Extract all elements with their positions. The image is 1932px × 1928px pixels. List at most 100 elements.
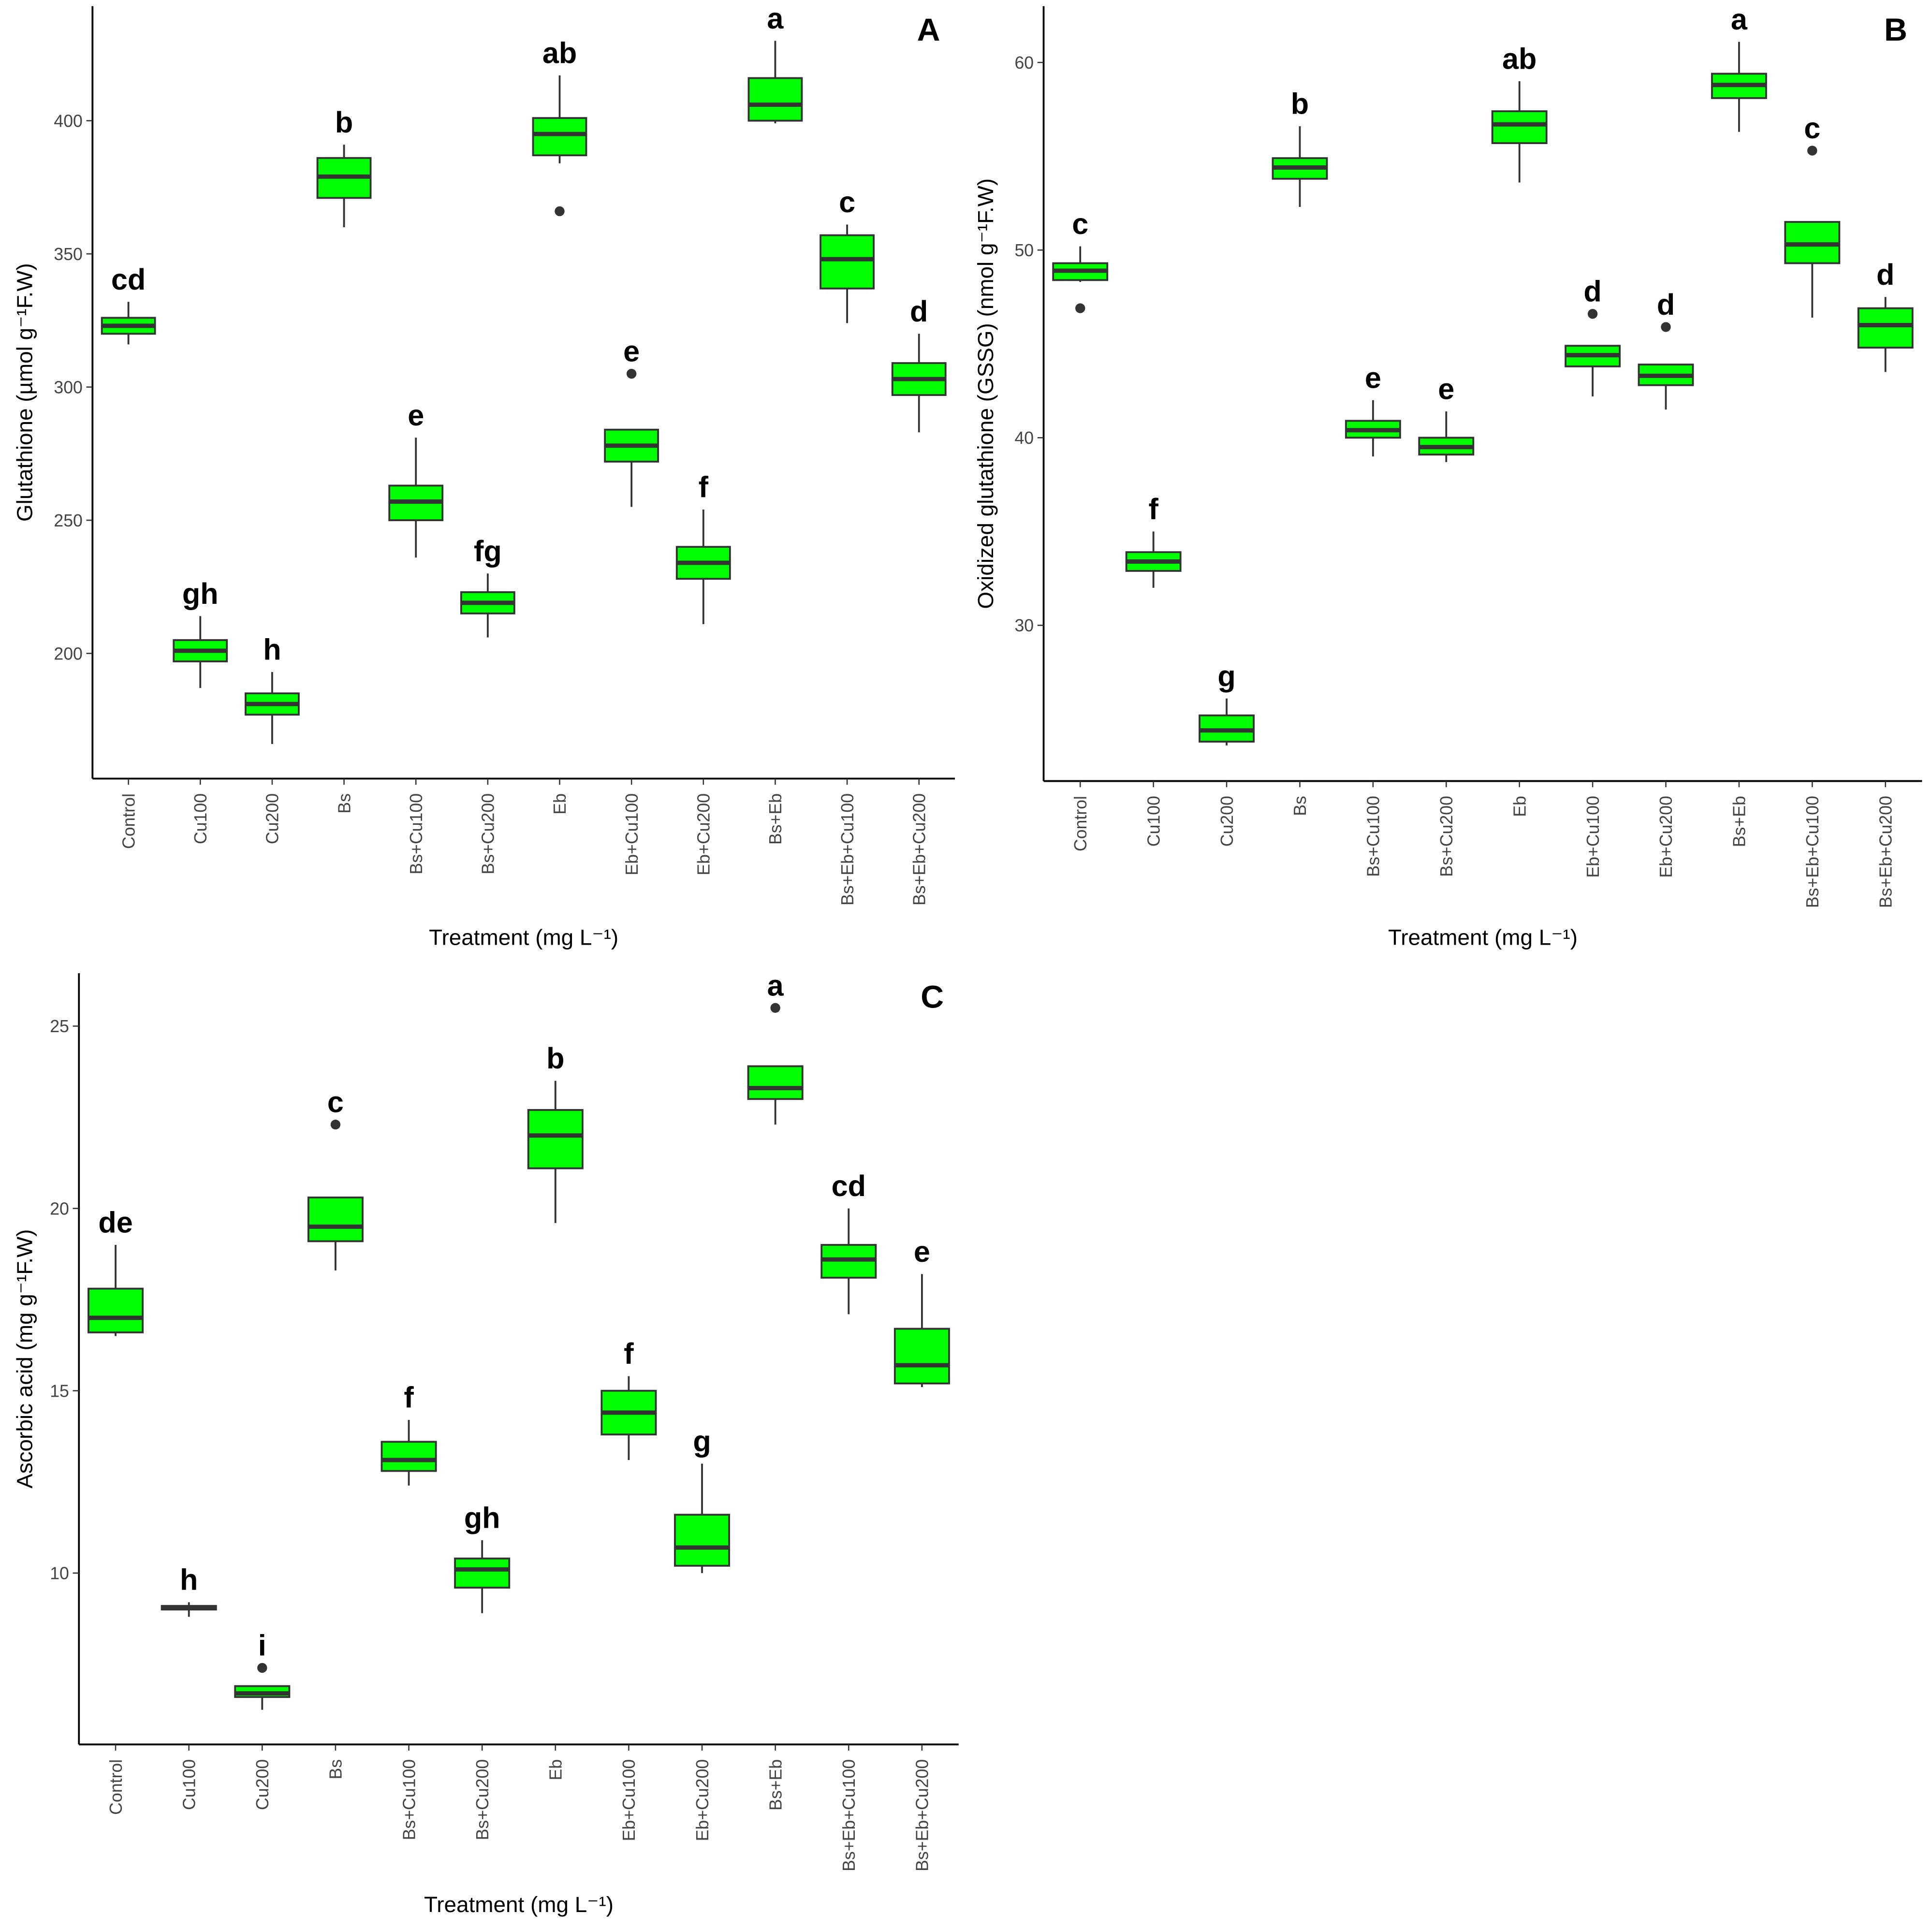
x-tick-label: Bs+Cu100 [407, 793, 426, 875]
x-tick-label: Eb+Cu100 [622, 793, 642, 876]
x-tick-label: Bs+Cu200 [1437, 796, 1456, 877]
x-tick-label: Eb+Cu200 [694, 793, 714, 876]
box [747, 77, 803, 122]
significance-letter: a [767, 2, 784, 35]
x-tick-label: Eb [546, 1759, 566, 1781]
significance-letter: d [1583, 275, 1601, 308]
y-tick-label: 400 [54, 111, 82, 131]
significance-letter: cd [111, 263, 146, 296]
significance-letter: ab [542, 37, 577, 70]
panel-label: A [917, 12, 940, 48]
significance-letter: f [699, 471, 709, 504]
significance-letter: cd [832, 1169, 866, 1202]
significance-letter: d [1657, 288, 1675, 321]
significance-letter: i [258, 1629, 266, 1662]
box [893, 1328, 950, 1385]
x-tick-label: Bs+Eb+Cu100 [838, 793, 857, 906]
box [527, 1109, 584, 1169]
box [307, 1197, 364, 1242]
x-tick-label: Bs+Cu100 [1364, 796, 1383, 877]
significance-letter: c [1072, 207, 1088, 240]
x-tick-label: Cu100 [191, 793, 210, 844]
x-tick-label: Bs [326, 1759, 346, 1780]
x-tick-label: Bs+Eb [766, 793, 785, 845]
x-tick-label: Eb+Cu100 [619, 1759, 639, 1841]
significance-letter: c [327, 1086, 344, 1119]
x-tick-label: Bs+Eb+Cu100 [1803, 796, 1822, 908]
y-tick-label: 40 [1014, 428, 1034, 448]
y-tick-label: 300 [54, 378, 82, 397]
y-tick-label: 10 [50, 1564, 69, 1583]
outlier [1587, 309, 1598, 319]
significance-letter: e [914, 1235, 930, 1268]
x-tick-label: Bs+Eb+Cu200 [913, 1759, 932, 1871]
y-tick-label: 20 [50, 1199, 69, 1218]
significance-letter: gh [182, 577, 219, 610]
x-tick-label: Cu100 [1144, 796, 1163, 847]
x-tick-label: Bs [1290, 796, 1310, 816]
significance-letter: e [623, 335, 640, 368]
y-tick-label: 30 [1014, 616, 1034, 635]
y-axis-title: Ascorbic acid (mg g⁻¹F.W) [12, 1229, 37, 1489]
y-tick-label: 50 [1014, 241, 1034, 260]
box [747, 1065, 804, 1100]
x-tick-label: Bs+Eb [766, 1759, 785, 1811]
x-tick-label: Eb+Cu200 [1656, 796, 1676, 878]
y-tick-label: 60 [1014, 53, 1034, 73]
x-tick-label: Eb [550, 793, 570, 815]
x-tick-label: Control [106, 1759, 126, 1815]
significance-letter: f [1148, 493, 1158, 526]
outlier [1661, 322, 1671, 332]
box [1857, 307, 1914, 349]
x-tick-label: Eb+Cu100 [1583, 796, 1603, 878]
significance-letter: ab [1502, 42, 1537, 75]
y-tick-label: 200 [54, 644, 82, 663]
significance-letter: g [693, 1425, 711, 1458]
significance-letter: b [546, 1042, 564, 1075]
significance-letter: de [98, 1206, 132, 1239]
significance-letter: h [263, 633, 281, 666]
y-tick-label: 25 [50, 1017, 69, 1036]
x-tick-label: Bs+Cu100 [399, 1759, 419, 1840]
y-tick-label: 15 [50, 1381, 69, 1401]
x-axis-title: Treatment (mg L⁻¹) [1388, 925, 1578, 950]
significance-letter: e [1365, 361, 1381, 394]
x-tick-label: Bs+Cu200 [473, 1759, 492, 1840]
x-tick-label: Cu100 [179, 1759, 199, 1810]
x-tick-label: Cu200 [263, 793, 282, 844]
box [820, 234, 875, 290]
panel-label: B [1884, 12, 1907, 48]
y-tick-label: 250 [54, 511, 82, 530]
y-axis-title: Oxidized glutathione (GSSG) (nmol g⁻¹F.W… [973, 178, 998, 609]
x-tick-label: Eb+Cu200 [693, 1759, 712, 1841]
box [88, 1287, 144, 1333]
significance-letter: b [335, 106, 353, 139]
y-axis-title: Glutathione (µmol g⁻¹F.W) [12, 263, 37, 522]
x-tick-label: Bs+Cu200 [479, 793, 498, 875]
x-tick-label: Control [119, 793, 138, 849]
box [381, 1441, 437, 1472]
significance-letter: fg [474, 535, 502, 568]
significance-letter: g [1217, 659, 1235, 692]
significance-letter: gh [464, 1501, 500, 1534]
x-tick-label: Cu200 [1217, 796, 1237, 847]
significance-letter: d [910, 295, 928, 328]
x-tick-label: Bs+Eb+Cu200 [1876, 796, 1895, 908]
box [532, 117, 587, 157]
box [674, 1514, 731, 1567]
significance-letter: d [1876, 258, 1894, 291]
box [1491, 110, 1548, 144]
outlier [257, 1663, 267, 1673]
x-tick-label: Cu200 [253, 1759, 272, 1810]
significance-letter: f [624, 1337, 634, 1370]
x-tick-label: Bs+Eb [1730, 796, 1749, 847]
significance-letter: b [1291, 88, 1309, 120]
outlier [1807, 146, 1817, 156]
y-tick-label: 350 [54, 245, 82, 264]
x-axis-title: Treatment (mg L⁻¹) [429, 925, 618, 950]
significance-letter: f [404, 1381, 414, 1414]
x-tick-label: Control [1071, 796, 1090, 851]
significance-letter: a [1731, 3, 1748, 36]
